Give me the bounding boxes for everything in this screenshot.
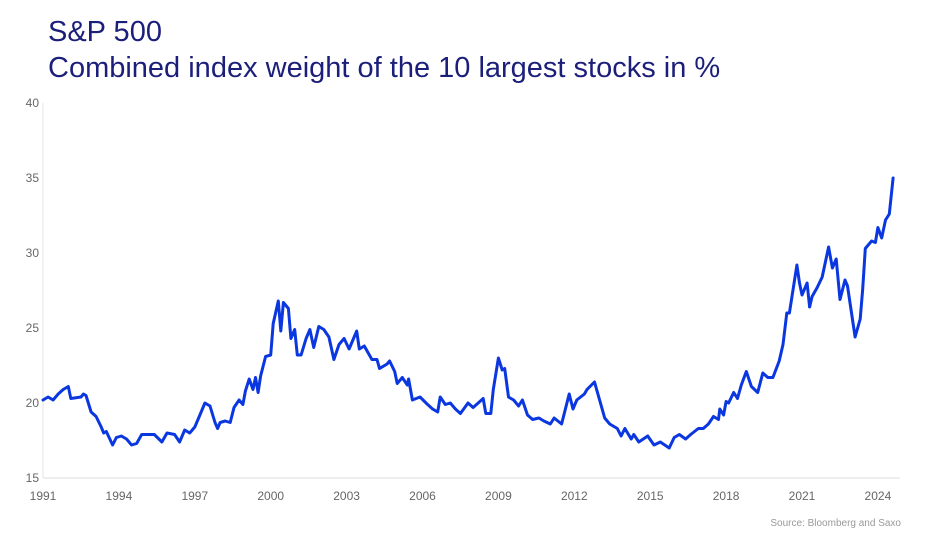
y-tick-label: 25 bbox=[26, 321, 40, 335]
y-tick-label: 30 bbox=[26, 246, 40, 260]
y-tick-label: 20 bbox=[26, 396, 40, 410]
x-tick-label: 1994 bbox=[106, 489, 133, 503]
chart-subtitle: Combined index weight of the 10 largest … bbox=[48, 52, 721, 84]
chart-title: S&P 500 bbox=[48, 16, 162, 48]
y-tick-label: 35 bbox=[26, 171, 40, 185]
x-tick-label: 2018 bbox=[713, 489, 740, 503]
source-note: Source: Bloomberg and Saxo bbox=[770, 518, 901, 529]
x-tick-label: 2009 bbox=[485, 489, 512, 503]
x-tick-label: 1997 bbox=[181, 489, 208, 503]
y-tick-label: 15 bbox=[26, 471, 40, 485]
x-tick-label: 2006 bbox=[409, 489, 436, 503]
x-tick-label: 2012 bbox=[561, 489, 588, 503]
x-tick-label: 2021 bbox=[789, 489, 816, 503]
y-tick-label: 40 bbox=[26, 96, 40, 110]
x-tick-label: 1991 bbox=[30, 489, 57, 503]
x-tick-label: 2000 bbox=[257, 489, 284, 503]
series-line bbox=[41, 176, 895, 450]
x-tick-label: 2024 bbox=[865, 489, 892, 503]
x-tick-label: 2003 bbox=[333, 489, 360, 503]
x-tick-label: 2015 bbox=[637, 489, 664, 503]
